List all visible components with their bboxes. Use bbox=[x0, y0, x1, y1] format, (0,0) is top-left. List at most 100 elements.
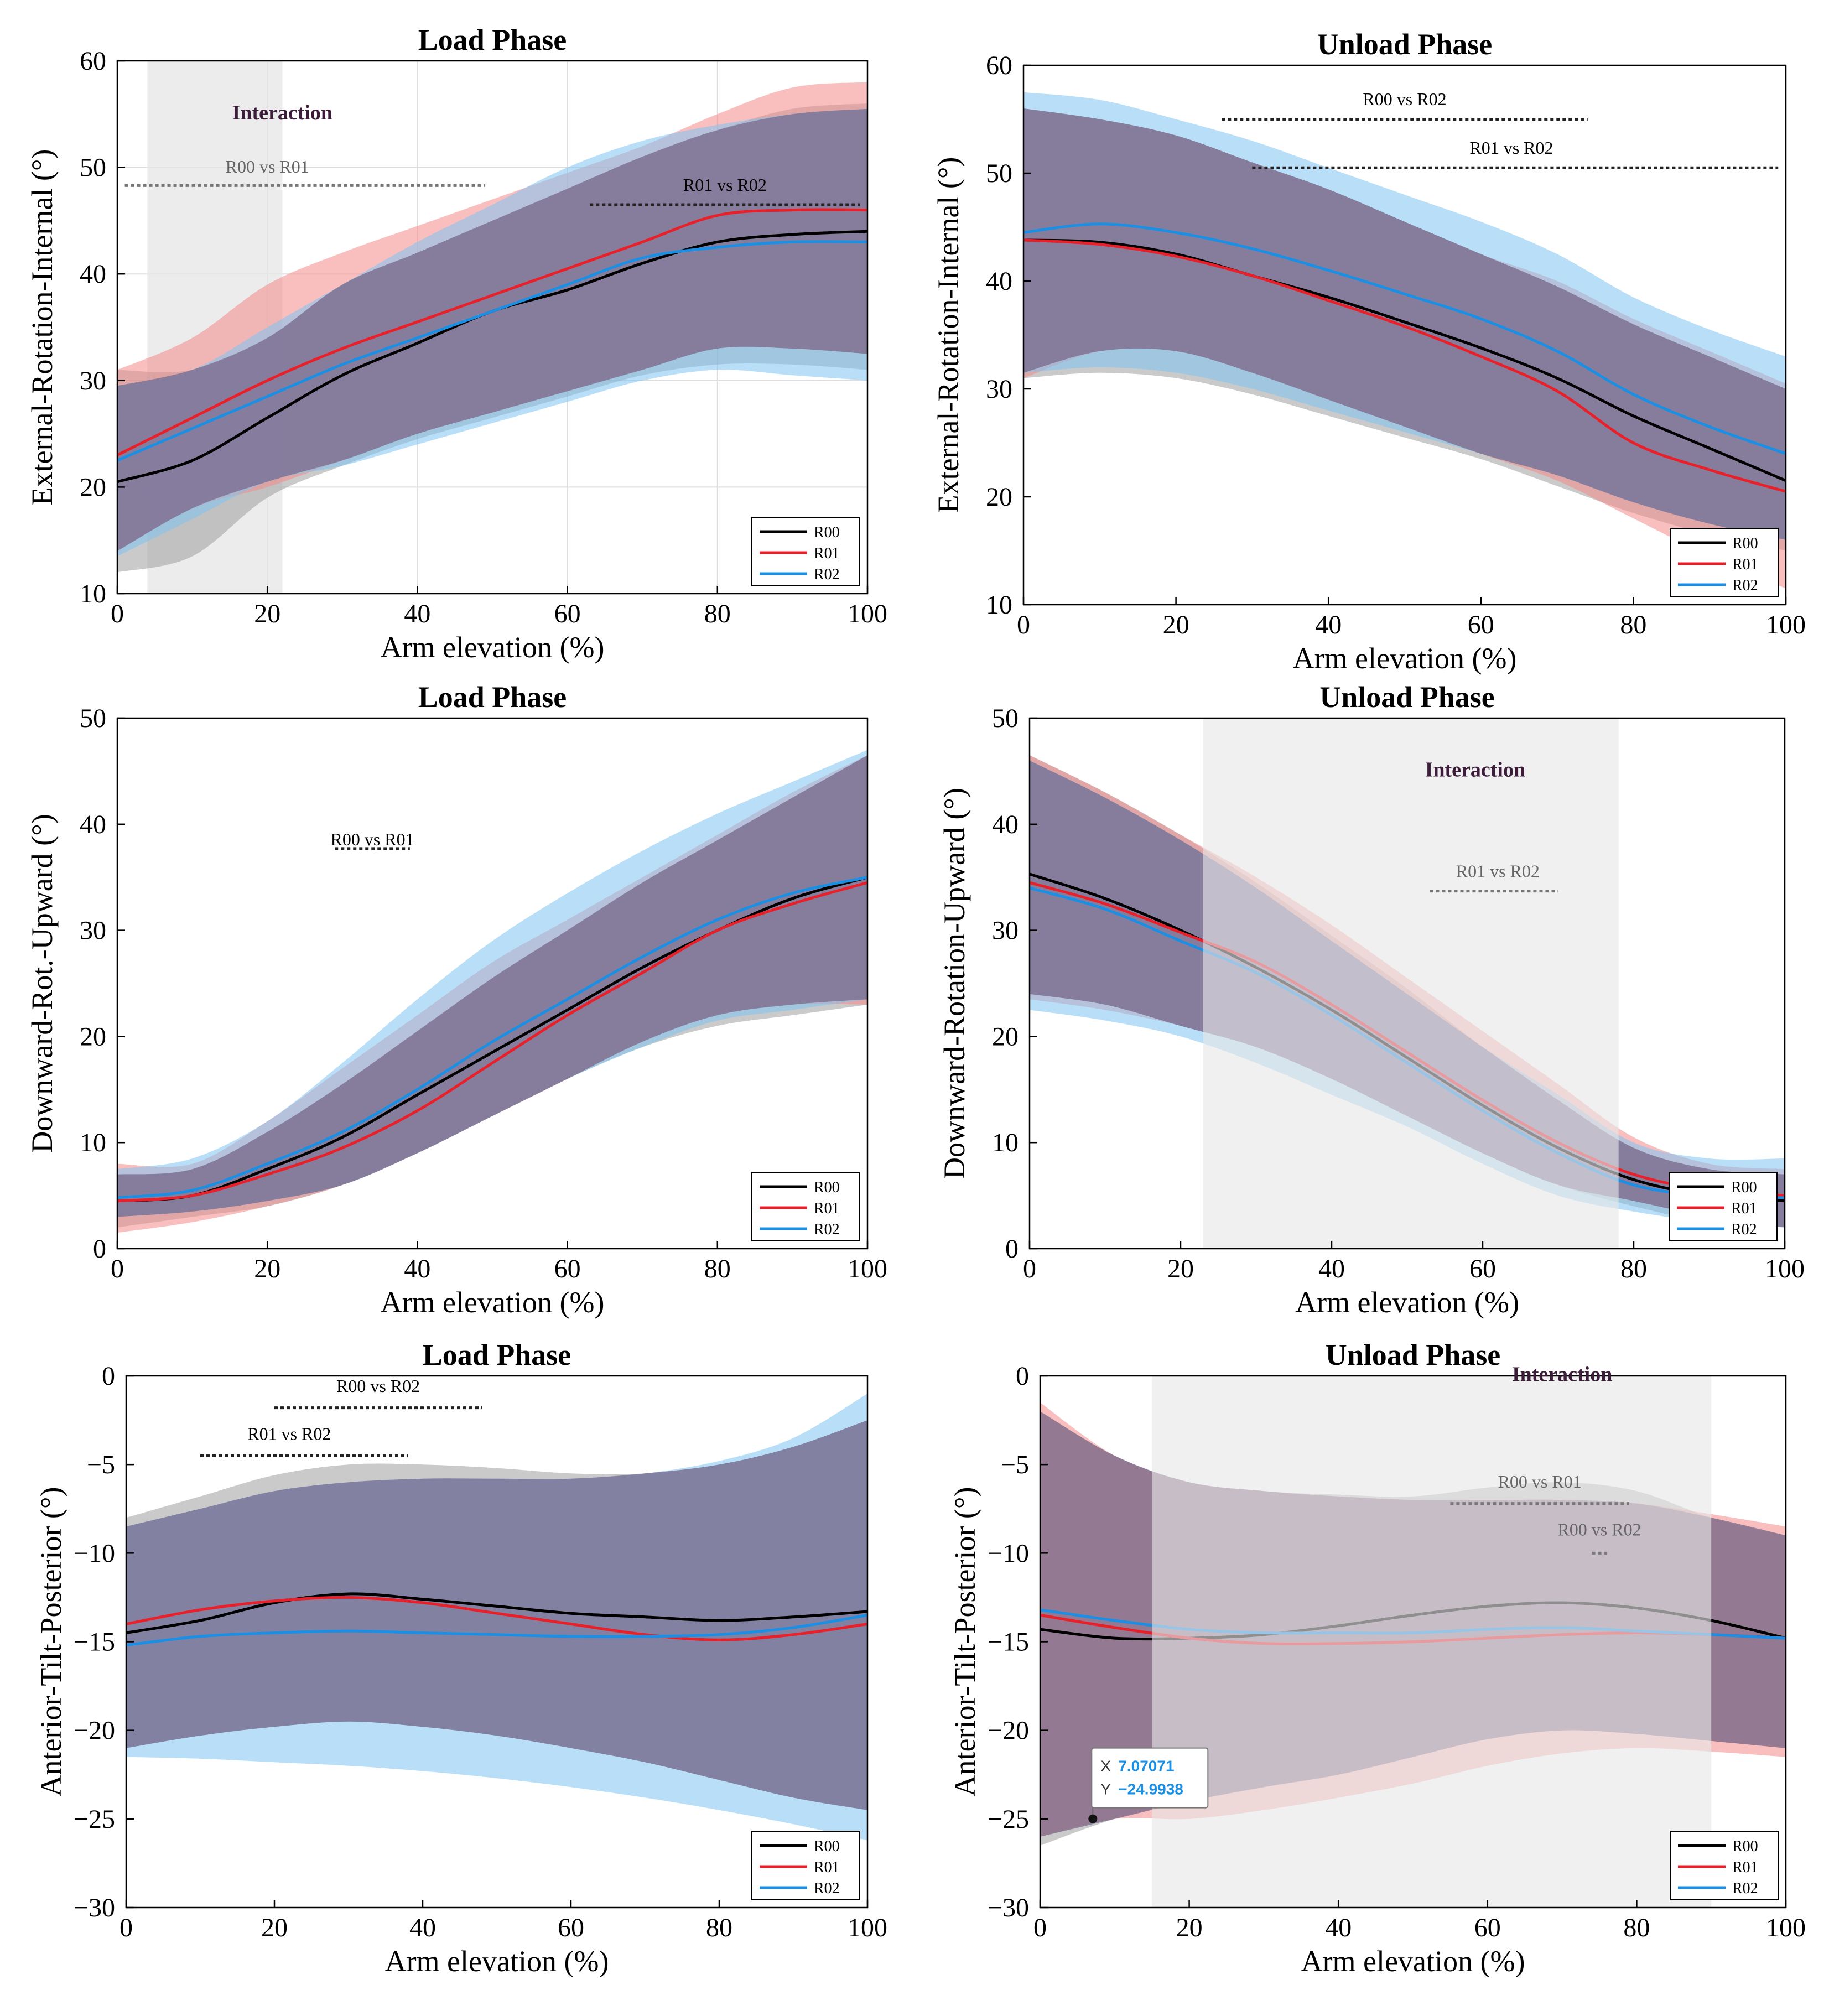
y-axis-label: Anterior-Tilt-Posterior (°) bbox=[34, 1487, 67, 1797]
panel-p3: 0 20 40 60 80 100 0 10 20 30 40 50 Load Phase Arm ele… bbox=[25, 680, 887, 1319]
panel-title: Unload Phase bbox=[1319, 680, 1495, 714]
y-tick-label: 20 bbox=[992, 1022, 1019, 1051]
x-tick-label: 80 bbox=[1623, 1913, 1650, 1942]
plot-area bbox=[1040, 1376, 1786, 1908]
y-tick-label: 20 bbox=[80, 472, 106, 502]
band-overlap bbox=[117, 755, 867, 1217]
legend-label-r00: R00 bbox=[814, 1179, 840, 1196]
legend-label-r00: R00 bbox=[1732, 1838, 1758, 1855]
x-axis-label: Arm elevation (%) bbox=[1295, 1286, 1519, 1319]
y-tick-label: 50 bbox=[986, 159, 1012, 188]
y-tick-label: 10 bbox=[992, 1128, 1019, 1157]
y-tick-label: 20 bbox=[986, 482, 1012, 512]
significance-label: R00 vs R02 bbox=[1557, 1519, 1641, 1539]
x-axis-label: Arm elevation (%) bbox=[385, 1945, 609, 1978]
x-tick-label: 0 bbox=[111, 1254, 124, 1284]
x-tick-label: 0 bbox=[1017, 610, 1030, 640]
x-tick-label: 20 bbox=[1176, 1913, 1203, 1942]
plot-area bbox=[117, 61, 867, 594]
y-axis-label: External-Rotation-Internal (°) bbox=[25, 149, 59, 506]
x-tick-label: 40 bbox=[1325, 1913, 1352, 1942]
y-axis-label: Downward-Rot.-Upward (°) bbox=[25, 814, 59, 1152]
y-tick-label: 40 bbox=[80, 810, 106, 839]
x-tick-label: 100 bbox=[848, 599, 887, 628]
datatip[interactable]: X 7.07071 Y −24.9938 bbox=[1088, 1747, 1209, 1823]
axes-box bbox=[116, 60, 869, 595]
y-tick-label: 50 bbox=[80, 704, 106, 733]
y-tick-label: 30 bbox=[80, 366, 106, 396]
y-tick-label: 30 bbox=[80, 916, 106, 945]
y-tick-label: −30 bbox=[74, 1893, 115, 1923]
band-overlap bbox=[126, 1420, 867, 1810]
legend-label-r01: R01 bbox=[1732, 1859, 1758, 1876]
y-tick-label: 0 bbox=[1005, 1234, 1019, 1264]
y-tick-label: 0 bbox=[102, 1362, 115, 1391]
y-tick-label: 50 bbox=[992, 704, 1019, 733]
y-tick-label: −25 bbox=[988, 1805, 1029, 1834]
line-r01 bbox=[1023, 238, 1786, 493]
panel-p2: 0 20 40 60 80 100 10 20 30 40 50 60 Unload Phase Arm … bbox=[932, 28, 1806, 675]
axes-box bbox=[116, 717, 869, 1250]
plot-area bbox=[1030, 718, 1785, 1249]
y-axis-label: Anterior-Tilt-Posterior (°) bbox=[948, 1487, 981, 1797]
interaction-region bbox=[1152, 1376, 1712, 1908]
panel-title: Unload Phase bbox=[1317, 28, 1493, 61]
datatip-x-value: 7.07071 bbox=[1118, 1758, 1174, 1775]
y-tick-label: 20 bbox=[80, 1022, 106, 1051]
x-tick-label: 60 bbox=[554, 1254, 581, 1284]
line-r00 bbox=[126, 1592, 867, 1634]
y-tick-label: −5 bbox=[87, 1450, 115, 1479]
legend-label-r01: R01 bbox=[814, 545, 840, 562]
x-axis-label: Arm elevation (%) bbox=[381, 631, 605, 664]
x-tick-label: 80 bbox=[704, 599, 731, 628]
y-tick-label: −20 bbox=[988, 1716, 1029, 1745]
line-r02 bbox=[1023, 222, 1786, 455]
legend-label-r00: R00 bbox=[814, 524, 840, 541]
significance-label: R00 vs R02 bbox=[336, 1376, 420, 1396]
axes-box bbox=[1028, 717, 1786, 1250]
panel-p5: 0 20 40 60 80 100 0 −5 −10 −15 −20 −25 −30 Load Phase… bbox=[34, 1338, 887, 1978]
panel-p4: 0 20 40 60 80 100 0 10 20 30 40 50 Unload Phase Arm e… bbox=[938, 680, 1805, 1319]
y-tick-label: 10 bbox=[80, 1128, 106, 1157]
x-tick-label: 100 bbox=[848, 1913, 887, 1942]
x-tick-label: 40 bbox=[1315, 610, 1342, 640]
plot-area bbox=[126, 1394, 867, 1841]
x-axis-label: Arm elevation (%) bbox=[1301, 1945, 1525, 1978]
y-tick-label: 40 bbox=[992, 810, 1019, 839]
legend-label-r01: R01 bbox=[1732, 556, 1758, 573]
interaction-region bbox=[1203, 718, 1619, 1249]
x-tick-label: 80 bbox=[1620, 610, 1646, 640]
x-tick-label: 60 bbox=[558, 1913, 584, 1942]
y-tick-label: −15 bbox=[74, 1628, 115, 1657]
x-tick-label: 100 bbox=[1766, 610, 1806, 640]
x-tick-label: 60 bbox=[1468, 610, 1494, 640]
interaction-label: Interaction bbox=[1512, 1363, 1613, 1386]
y-axis-label: Downward-Rotation-Upward (°) bbox=[938, 788, 971, 1179]
x-tick-label: 20 bbox=[261, 1913, 288, 1942]
band-overlap bbox=[117, 108, 867, 551]
legend-label-r01: R01 bbox=[814, 1200, 840, 1217]
x-tick-label: 100 bbox=[1765, 1254, 1805, 1284]
legend: R00 R01 R02 bbox=[751, 1831, 860, 1900]
panel-title: Load Phase bbox=[418, 680, 567, 714]
line-r00 bbox=[1023, 238, 1786, 482]
y-tick-label: −30 bbox=[988, 1893, 1029, 1923]
panel-p1: 0 20 40 60 80 100 10 20 30 40 50 60 Load Phase Arm el… bbox=[25, 23, 887, 664]
y-tick-label: 0 bbox=[1016, 1362, 1029, 1391]
datatip-box bbox=[1091, 1747, 1209, 1809]
y-tick-label: −20 bbox=[74, 1716, 115, 1745]
interaction-label: Interaction bbox=[1425, 758, 1526, 781]
x-tick-label: 60 bbox=[1474, 1913, 1501, 1942]
x-tick-label: 0 bbox=[1033, 1913, 1047, 1942]
band-overlap bbox=[1023, 108, 1786, 540]
x-tick-label: 100 bbox=[848, 1254, 887, 1284]
y-tick-label: 30 bbox=[986, 375, 1012, 404]
x-tick-label: 100 bbox=[1766, 1913, 1806, 1942]
legend-label-r00: R00 bbox=[1732, 535, 1758, 552]
x-tick-label: 20 bbox=[254, 1254, 280, 1284]
panel-title: Unload Phase bbox=[1326, 1338, 1501, 1371]
x-tick-label: 80 bbox=[1620, 1254, 1647, 1284]
x-axis-label: Arm elevation (%) bbox=[1293, 642, 1517, 675]
legend-label-r00: R00 bbox=[1731, 1179, 1757, 1196]
y-tick-label: −10 bbox=[988, 1539, 1029, 1568]
